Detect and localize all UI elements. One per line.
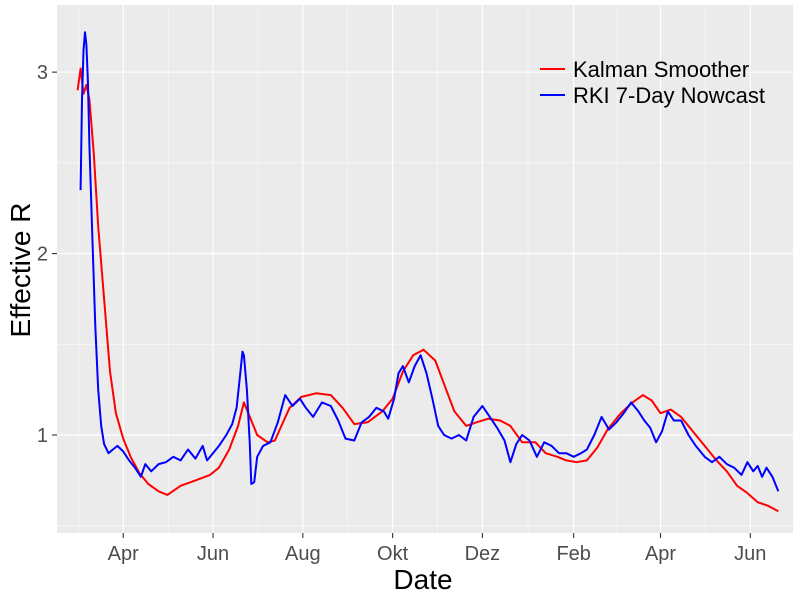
major-gridlines (57, 5, 793, 533)
y-axis-title: Effective R (5, 203, 36, 338)
series-layer (76, 31, 780, 513)
minor-gridlines (57, 5, 793, 533)
x-tick-label: Jun (734, 543, 766, 565)
x-tick-label: Jun (197, 543, 229, 565)
x-tick-label: Okt (377, 543, 409, 565)
x-tick-label: Apr (108, 543, 139, 565)
x-tick-label: Apr (645, 543, 676, 565)
y-tick-label: 3 (37, 62, 48, 84)
x-tick-label: Aug (285, 543, 321, 565)
legend-label-rki-7-day-nowcast: RKI 7-Day Nowcast (573, 83, 765, 108)
x-axis-title: Date (393, 564, 452, 595)
tick-labels: Apr Jun Aug Okt Dez Feb Apr Jun 1 2 3 (37, 62, 767, 565)
series-line-rki-7-day-nowcast (79, 31, 780, 492)
x-tick-label: Dez (465, 543, 501, 565)
axis-ticks (52, 71, 751, 538)
y-tick-label: 1 (37, 425, 48, 447)
legend: Kalman Smoother RKI 7-Day Nowcast (540, 57, 765, 108)
y-tick-label: 2 (37, 244, 48, 266)
x-tick-label: Feb (556, 543, 590, 565)
legend-label-kalman-smoother: Kalman Smoother (573, 57, 749, 82)
plot-panel (57, 5, 793, 533)
